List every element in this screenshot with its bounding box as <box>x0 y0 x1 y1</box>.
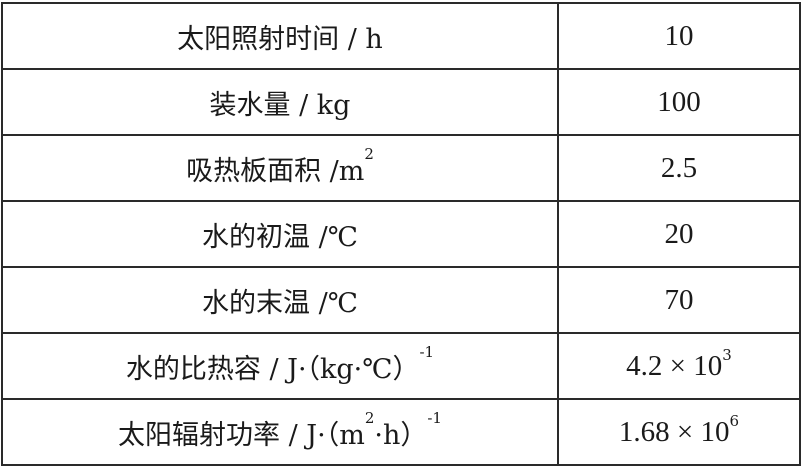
label-text: 太阳照射时间 / h <box>177 23 383 55</box>
table-row: 太阳照射时间 / h 10 <box>1 2 801 70</box>
value-text: 2.5 <box>660 151 698 184</box>
row-value: 10 <box>557 2 801 70</box>
table-row: 吸热板面积 /m2 2.5 <box>1 134 801 202</box>
row-label: 吸热板面积 /m2 <box>1 134 559 202</box>
row-label: 太阳辐射功率 / J·（m2·h）-1 <box>1 398 559 466</box>
label-sup: 2 <box>364 144 374 163</box>
row-label: 装水量 / kg <box>1 68 559 136</box>
row-value: 2.5 <box>557 134 801 202</box>
value-text: 4.2 × 10 <box>626 349 723 382</box>
table-row: 水的初温 /℃ 20 <box>1 200 801 268</box>
label-sup: 2 <box>364 408 375 427</box>
label-sup: -1 <box>419 342 435 361</box>
table-row: 装水量 / kg 100 <box>1 68 801 136</box>
row-value: 100 <box>557 68 801 136</box>
row-value: 1.68 × 106 <box>557 398 801 466</box>
row-value: 4.2 × 103 <box>557 332 801 400</box>
value-sup: 6 <box>729 411 740 430</box>
label-after: ·h） <box>374 419 428 451</box>
value-text: 20 <box>664 217 694 250</box>
value-text: 100 <box>657 85 701 118</box>
row-label: 太阳照射时间 / h <box>1 2 559 70</box>
label-text: 水的比热容 / J·（kg·℃） <box>125 353 420 385</box>
label-text: 水的末温 /℃ <box>202 287 358 319</box>
row-label: 水的末温 /℃ <box>1 266 559 334</box>
value-text: 10 <box>664 19 694 52</box>
label-sup2: -1 <box>427 408 442 427</box>
label-text: 装水量 / kg <box>209 89 351 121</box>
row-label: 水的比热容 / J·（kg·℃）-1 <box>1 332 559 400</box>
value-sup: 3 <box>722 345 732 364</box>
row-label: 水的初温 /℃ <box>1 200 559 268</box>
table-row: 太阳辐射功率 / J·（m2·h）-1 1.68 × 106 <box>1 398 801 466</box>
label-text: 吸热板面积 /m <box>186 155 365 187</box>
table-row: 水的比热容 / J·（kg·℃）-1 4.2 × 103 <box>1 332 801 400</box>
label-text: 太阳辐射功率 / J·（m <box>118 419 365 451</box>
row-value: 70 <box>557 266 801 334</box>
row-value: 20 <box>557 200 801 268</box>
value-text: 70 <box>664 283 694 316</box>
label-text: 水的初温 /℃ <box>202 221 358 253</box>
value-text: 1.68 × 10 <box>618 415 730 448</box>
table-row: 水的末温 /℃ 70 <box>1 266 801 334</box>
